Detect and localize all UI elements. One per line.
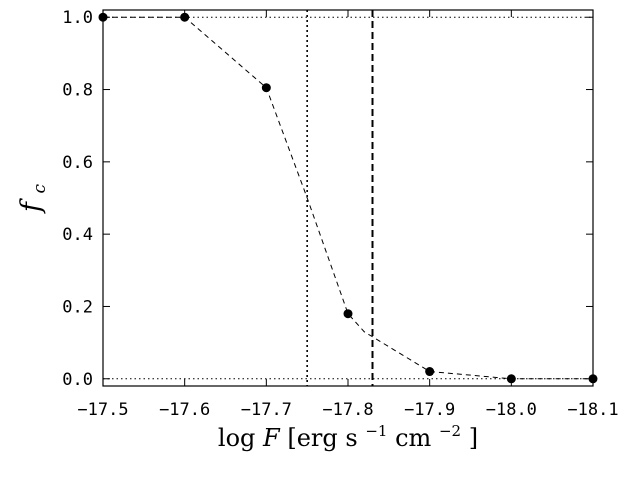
y-tick-label: 1.0 xyxy=(62,8,93,28)
x-label-sup1: −1 xyxy=(365,422,387,440)
data-point xyxy=(425,367,435,377)
x-label-unit-mid: cm xyxy=(395,424,431,452)
y-tick-label: 0.2 xyxy=(62,297,93,317)
plot-frame xyxy=(102,9,594,387)
x-label-unit-open: [erg s xyxy=(287,424,357,452)
series-layer xyxy=(98,12,598,384)
y-label-main: f xyxy=(16,198,47,214)
y-tick-label: 0.6 xyxy=(62,153,93,173)
y-tick-label: 0.8 xyxy=(62,81,93,101)
y-tick-label: 0.4 xyxy=(62,225,93,245)
x-tick-label: −17.6 xyxy=(159,400,210,420)
x-tick-label: −17.8 xyxy=(322,400,373,420)
x-axis-label: log F [erg s −1 cm −2 ] xyxy=(218,414,478,452)
x-tick-label: −18.1 xyxy=(567,400,618,420)
data-point xyxy=(261,83,271,93)
x-tick-label: −18.0 xyxy=(486,400,537,420)
data-point xyxy=(180,12,190,22)
y-label-sub: c xyxy=(30,183,50,193)
x-tick-label: −17.7 xyxy=(241,400,292,420)
y-tick-label: 0.0 xyxy=(62,370,93,390)
x-tick-label: −17.5 xyxy=(77,400,128,420)
series-line xyxy=(103,16,593,380)
x-tick-label: −17.9 xyxy=(404,400,455,420)
tick-labels: −17.5 −17.6 −17.7 −17.8 −17.9 −18.0 −18.1 0.0 0.… xyxy=(62,8,618,420)
x-label-sup2: −2 xyxy=(439,422,461,440)
data-point xyxy=(343,309,353,319)
y-axis-label: f c xyxy=(16,183,50,214)
x-label-unit-close: ] xyxy=(469,424,478,452)
reference-lines xyxy=(103,10,593,386)
x-label-log: log xyxy=(218,424,256,452)
tick-marks xyxy=(102,10,594,386)
x-label-var: F xyxy=(262,424,281,452)
data-point xyxy=(506,374,516,384)
